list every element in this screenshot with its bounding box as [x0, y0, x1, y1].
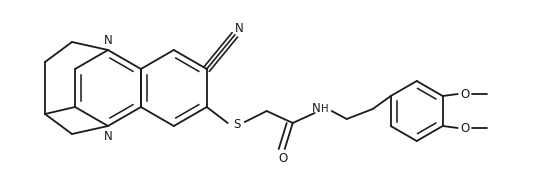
Text: O: O [460, 87, 469, 100]
Text: H: H [321, 104, 329, 114]
Text: N: N [312, 102, 321, 115]
Text: O: O [460, 121, 469, 134]
Text: O: O [278, 152, 287, 165]
Text: N: N [235, 21, 244, 34]
Text: N: N [103, 130, 112, 143]
Text: S: S [233, 118, 241, 131]
Text: N: N [103, 33, 112, 46]
